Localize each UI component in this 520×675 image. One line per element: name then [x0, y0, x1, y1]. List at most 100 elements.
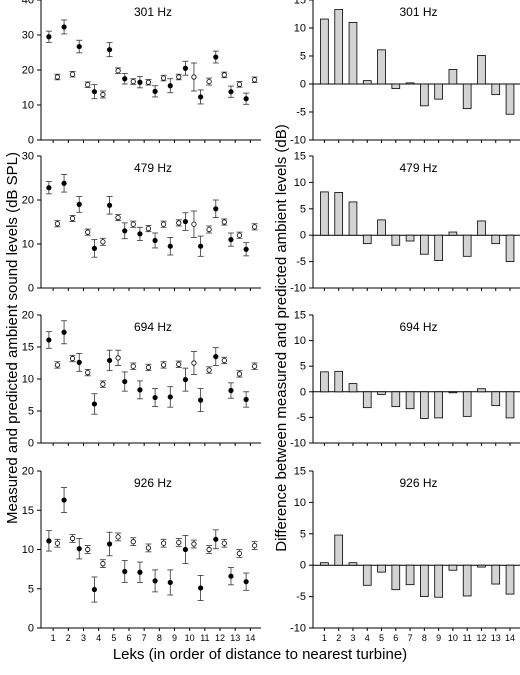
open-point — [252, 542, 258, 549]
open-point — [54, 540, 60, 546]
filled-point — [91, 586, 98, 593]
bar — [434, 391, 443, 419]
y-tick-label: -10 — [290, 135, 306, 147]
bar — [448, 391, 458, 394]
y-tick-label: 15 — [294, 0, 306, 7]
bar — [462, 234, 472, 257]
bar — [334, 370, 344, 393]
y-tick-label: 0 — [28, 135, 34, 147]
panel-title: 694 Hz — [399, 320, 437, 334]
open-point — [115, 355, 121, 361]
bar — [334, 9, 344, 85]
open-point — [145, 364, 152, 371]
bar — [420, 83, 429, 107]
y-tick-label: -5 — [296, 591, 306, 603]
bar — [320, 371, 329, 393]
filled-point — [198, 585, 204, 591]
y-tick-label: 20 — [22, 65, 34, 77]
y-tick-label: 0 — [300, 386, 306, 398]
filled-point — [137, 231, 143, 237]
filled-point — [152, 578, 158, 584]
filled-point — [152, 394, 158, 401]
filled-point — [76, 201, 82, 207]
open-point — [54, 74, 60, 80]
open-point — [100, 561, 106, 567]
y-tick-label: -10 — [290, 283, 306, 295]
y-tick-label: -10 — [290, 623, 306, 635]
open-point — [160, 221, 167, 227]
open-point — [252, 363, 258, 369]
panel-title: 301 Hz — [134, 5, 172, 19]
y-tick-label: -5 — [296, 412, 306, 424]
filled-point — [243, 396, 249, 403]
bar — [505, 83, 515, 115]
panel-5: 0 5 10 15 20 694 Hz — [22, 310, 261, 450]
bar — [477, 388, 486, 393]
x-tick-label: 10 — [185, 633, 195, 643]
open-point — [221, 219, 227, 225]
open-point — [191, 360, 197, 366]
bar — [420, 564, 429, 598]
open-point — [130, 221, 136, 227]
x-tick-label: 4 — [96, 633, 101, 643]
x-axis-label: Leks (in order of distance to nearest tu… — [113, 646, 407, 663]
open-point — [236, 371, 243, 377]
bar — [477, 55, 486, 85]
panel-title: 694 Hz — [134, 320, 172, 334]
filled-point — [46, 34, 52, 40]
x-tick-label: 9 — [436, 633, 441, 643]
y-tick-label: 0 — [28, 438, 34, 450]
filled-point — [91, 245, 98, 251]
panel-title: 479 Hz — [399, 161, 437, 175]
x-tick-label: 7 — [408, 633, 413, 643]
filled-point — [228, 573, 234, 579]
bar — [505, 234, 515, 262]
y-tick-label: 10 — [294, 23, 306, 35]
open-point — [115, 68, 121, 74]
y-tick-label: 10 — [22, 239, 34, 251]
y-tick-label: 10 — [22, 544, 34, 556]
bar — [334, 534, 344, 566]
bar — [462, 83, 472, 110]
filled-point — [122, 568, 128, 575]
bar — [391, 234, 401, 246]
y-tick-label: 5 — [300, 51, 306, 63]
y-tick-label: 15 — [294, 466, 306, 478]
open-point — [54, 362, 60, 368]
open-point — [85, 369, 91, 376]
filled-point — [106, 541, 113, 547]
open-point — [115, 534, 121, 540]
filled-point — [76, 359, 82, 365]
bar — [420, 234, 429, 255]
bar — [405, 564, 415, 586]
y-tick-label: 10 — [22, 374, 34, 386]
x-tick-label: 12 — [476, 633, 486, 643]
filled-point — [167, 243, 173, 249]
filled-point — [182, 546, 189, 553]
filled-point — [46, 337, 52, 343]
x-tick-label: 8 — [422, 633, 427, 643]
y-tick-label: 15 — [294, 310, 306, 322]
filled-point — [228, 89, 234, 95]
filled-point — [61, 497, 67, 503]
bar — [391, 83, 401, 89]
y-tick-label: -10 — [290, 438, 306, 450]
bar — [362, 234, 372, 245]
open-point — [100, 239, 106, 245]
bar — [320, 562, 329, 566]
filled-point — [167, 579, 173, 586]
filled-point — [106, 47, 113, 53]
x-tick-label: 9 — [172, 633, 177, 643]
open-point — [221, 72, 227, 78]
open-point — [252, 77, 258, 83]
filled-point — [122, 228, 128, 234]
bar — [491, 564, 501, 585]
x-tick-label: 3 — [350, 633, 355, 643]
x-tick-label: 7 — [142, 633, 147, 643]
filled-point — [152, 88, 158, 94]
open-point — [221, 357, 227, 364]
bar — [420, 391, 429, 419]
y-tick-label: 0 — [300, 560, 306, 572]
